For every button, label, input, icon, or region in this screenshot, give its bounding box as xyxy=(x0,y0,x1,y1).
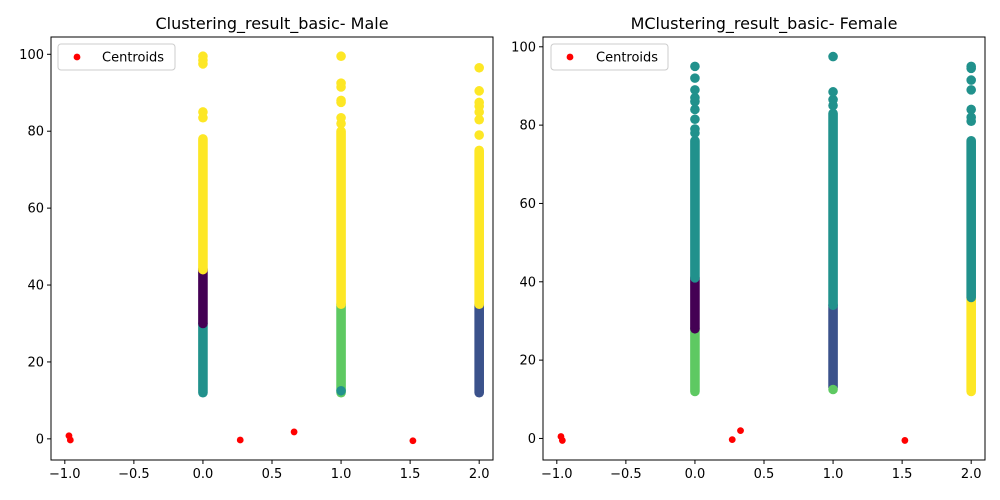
female-x-tick-label: −1.0 xyxy=(541,467,573,482)
male-x-tick-label: −0.5 xyxy=(118,467,150,482)
female-data-point xyxy=(690,124,700,134)
male-y-axis-ticks: 0 20 40 60 80 100 xyxy=(19,48,51,447)
female-cluster-column-3 xyxy=(828,300,838,393)
male-centroid-point xyxy=(290,428,298,436)
female-x-tick-label: −0.5 xyxy=(610,467,642,482)
male-plot-frame xyxy=(50,36,494,461)
female-y-axis-ticks: 0 20 40 60 80 100 xyxy=(511,40,543,447)
female-y-tick-label: 0 xyxy=(528,432,536,447)
female-data-point xyxy=(690,85,700,95)
male-x-tick-label: 0.0 xyxy=(193,467,214,482)
female-y-tick-label: 100 xyxy=(511,40,536,55)
female-y-tick-label: 40 xyxy=(519,275,536,290)
female-centroid-point xyxy=(558,437,566,444)
male-data-point xyxy=(474,97,484,108)
male-legend: Centroids xyxy=(57,43,176,71)
female-x-tick-label: 1.0 xyxy=(823,467,844,482)
male-data-point xyxy=(474,62,484,73)
male-data-point xyxy=(336,112,346,123)
male-x-tick-label: 2.0 xyxy=(469,467,490,482)
male-x-tick-label: 1.5 xyxy=(400,467,421,482)
female-plot-frame xyxy=(542,36,986,461)
male-data-point xyxy=(198,51,208,62)
male-centroid-point xyxy=(409,437,417,445)
female-centroid-point xyxy=(737,427,744,435)
male-x-tick-label: 0.5 xyxy=(262,467,283,482)
male-data-point xyxy=(336,385,346,396)
male-x-axis-ticks: −1.0 −0.5 0.0 0.5 1.0 1.5 2.0 xyxy=(49,460,490,482)
male-cluster-column-6 xyxy=(474,145,484,310)
female-data-point xyxy=(690,92,700,103)
female-data-point xyxy=(828,87,838,97)
female-centroid-point xyxy=(901,437,909,444)
male-y-tick-label: 0 xyxy=(36,432,44,447)
male-cluster-column-1 xyxy=(198,264,208,329)
female-x-tick-label: 0.5 xyxy=(754,467,775,482)
female-cluster-column-4 xyxy=(828,108,838,311)
male-legend-label: Centroids xyxy=(102,51,164,66)
female-cluster-column-1 xyxy=(690,273,700,334)
male-y-tick-label: 20 xyxy=(27,355,44,370)
female-cluster-column-2 xyxy=(690,135,700,283)
female-legend-box xyxy=(550,43,669,71)
male-cluster-column-5 xyxy=(474,299,484,398)
female-legend: Centroids xyxy=(550,43,669,71)
male-data-point xyxy=(474,86,484,96)
female-data-point xyxy=(828,94,838,105)
male-legend-box xyxy=(57,43,176,71)
male-cluster-column-4 xyxy=(336,126,346,310)
male-y-tick-label: 80 xyxy=(27,125,44,140)
female-data-point xyxy=(966,104,976,115)
female-y-tick-label: 60 xyxy=(519,197,536,212)
female-chart-title: MClustering_result_basic- Female xyxy=(631,14,898,34)
female-y-tick-label: 20 xyxy=(519,354,536,369)
male-legend-centroid-marker xyxy=(73,53,81,61)
male-data-point xyxy=(474,114,484,125)
female-x-tick-label: 1.5 xyxy=(892,467,913,482)
male-centroid-point xyxy=(66,436,74,444)
female-legend-label: Centroids xyxy=(596,51,658,66)
female-data-point xyxy=(966,61,976,72)
male-y-tick-label: 100 xyxy=(19,48,44,63)
female-cluster-column-6 xyxy=(966,135,976,303)
male-chart-panel: Clustering_result_basic- Male −1.0 −0.5 0.… xyxy=(19,14,494,482)
female-data-point xyxy=(690,61,700,72)
male-chart-title: Clustering_result_basic- Male xyxy=(155,14,388,34)
female-data-point xyxy=(828,384,838,395)
male-chart-marks xyxy=(65,51,484,445)
male-x-tick-label: −1.0 xyxy=(49,467,81,482)
male-data-point xyxy=(336,95,346,106)
male-data-point xyxy=(474,130,484,140)
female-chart-panel: MClustering_result_basic- Female −1.0 −0.… xyxy=(511,14,986,482)
male-cluster-column-3 xyxy=(336,299,346,398)
male-data-point xyxy=(336,51,346,62)
female-x-tick-label: 2.0 xyxy=(961,467,982,482)
male-y-tick-label: 60 xyxy=(27,202,44,217)
male-cluster-column-2 xyxy=(198,134,208,275)
female-data-point xyxy=(690,114,700,125)
female-data-point xyxy=(690,104,700,115)
female-data-point xyxy=(966,112,976,123)
female-x-tick-label: 0.0 xyxy=(685,467,706,482)
female-x-axis-ticks: −1.0 −0.5 0.0 0.5 1.0 1.5 2.0 xyxy=(541,460,982,482)
female-centroid-point xyxy=(728,436,736,444)
female-y-tick-label: 80 xyxy=(519,119,536,134)
female-data-point xyxy=(966,75,976,85)
female-data-point xyxy=(966,85,976,95)
female-data-point xyxy=(828,51,838,62)
male-y-tick-label: 40 xyxy=(27,279,44,294)
female-chart-marks xyxy=(557,51,976,444)
male-data-point xyxy=(198,107,208,117)
male-centroid-point xyxy=(236,436,244,444)
male-x-tick-label: 1.0 xyxy=(331,467,352,482)
male-data-point xyxy=(336,78,346,88)
female-data-point xyxy=(690,73,700,83)
female-cluster-column-5 xyxy=(966,292,976,397)
male-cluster-column-0 xyxy=(198,318,208,398)
female-legend-centroid-marker xyxy=(566,53,574,61)
female-cluster-column-0 xyxy=(690,323,700,397)
